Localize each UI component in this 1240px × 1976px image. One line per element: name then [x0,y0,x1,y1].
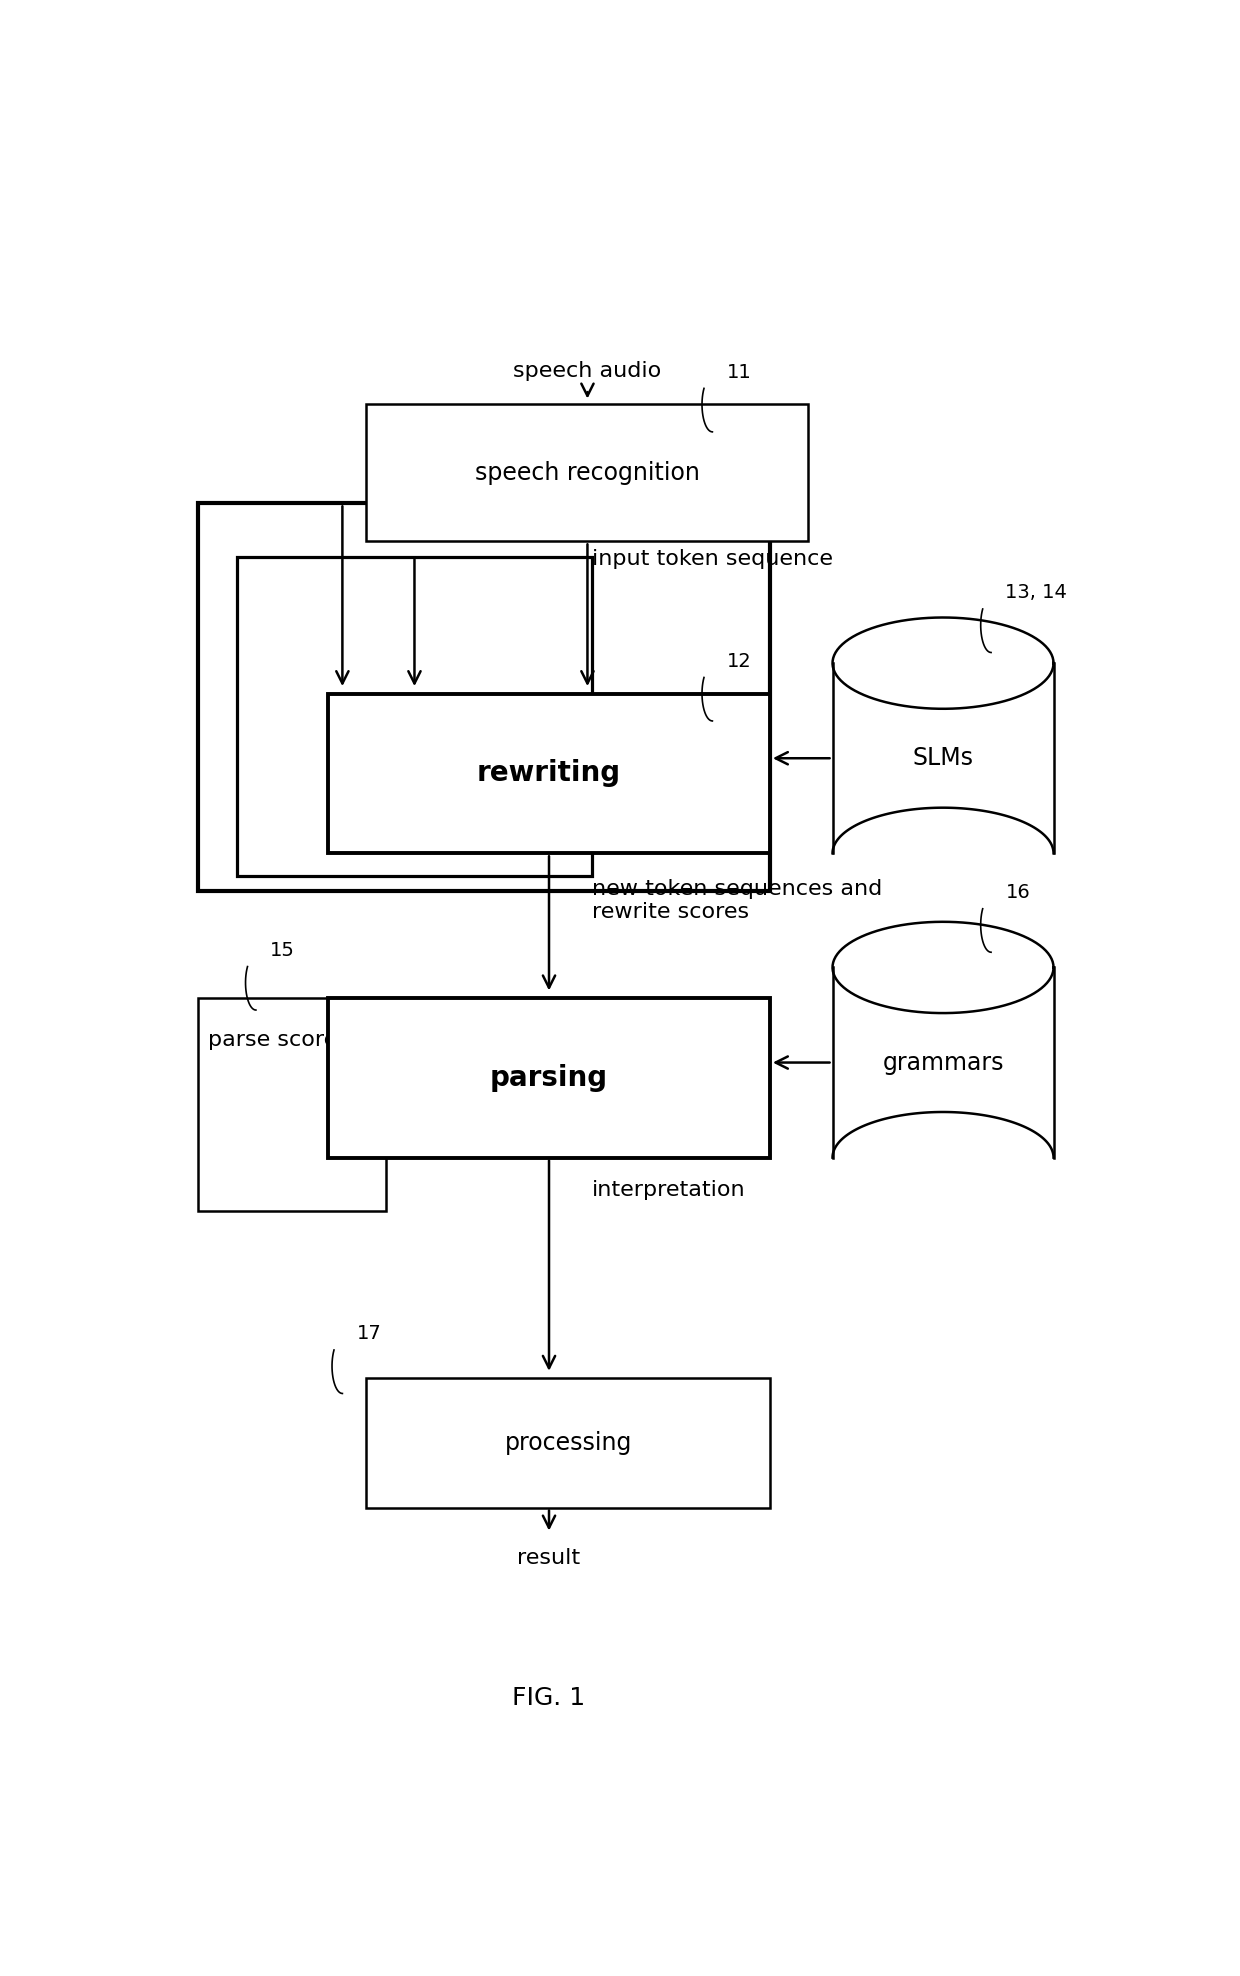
Text: 17: 17 [357,1324,382,1344]
Bar [327,998,770,1158]
Text: 12: 12 [727,652,751,670]
Text: interpretation: interpretation [593,1180,746,1201]
Text: rewriting: rewriting [477,759,621,788]
Bar [237,557,593,875]
Text: parse scores: parse scores [208,1029,348,1051]
Text: parsing: parsing [490,1063,608,1093]
Text: speech recognition: speech recognition [475,460,699,484]
Text: new token sequences and
rewrite scores: new token sequences and rewrite scores [593,879,883,923]
Text: 13, 14: 13, 14 [1006,583,1068,603]
Bar [198,998,386,1211]
Bar [198,504,770,891]
Text: 16: 16 [1006,883,1030,901]
Polygon shape [832,664,1054,854]
Bar [367,405,808,541]
Text: grammars: grammars [883,1051,1003,1075]
Polygon shape [832,968,1054,1158]
Text: FIG. 1: FIG. 1 [512,1686,585,1709]
Text: processing: processing [505,1431,632,1454]
Text: 15: 15 [270,941,295,960]
Text: SLMs: SLMs [913,747,973,771]
Text: 11: 11 [727,364,751,381]
Text: result: result [517,1547,580,1567]
Text: input token sequence: input token sequence [593,549,833,569]
Bar [367,1379,770,1508]
Text: speech audio: speech audio [513,362,662,381]
Bar [327,694,770,854]
